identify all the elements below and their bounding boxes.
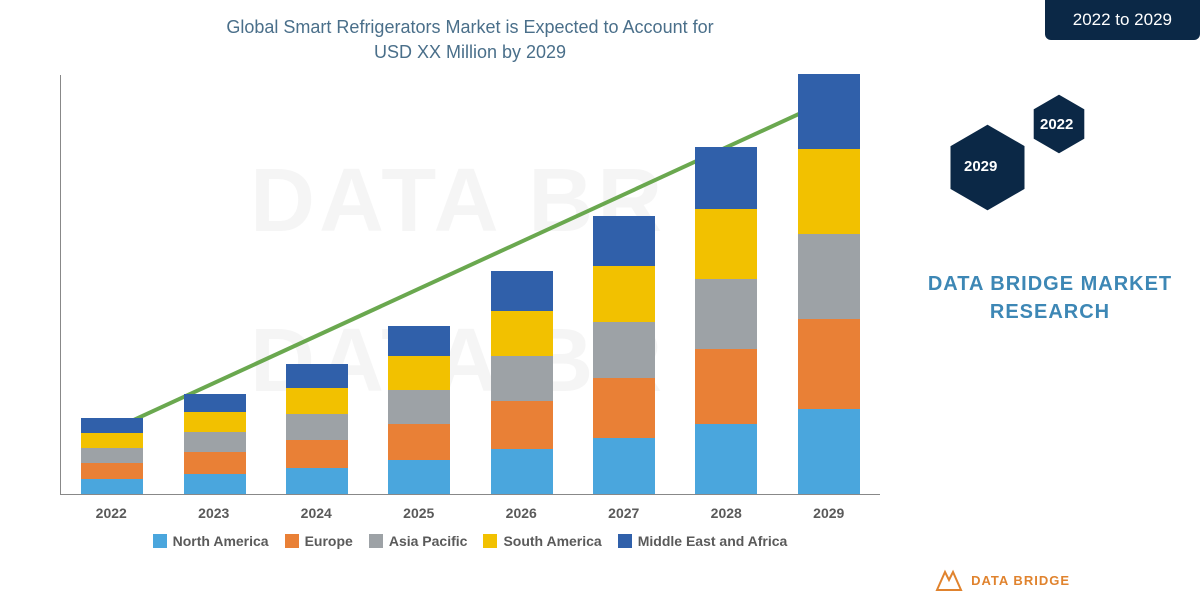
bar-segment: [286, 364, 348, 388]
side-brand: DATA BRIDGE MARKET RESEARCH: [910, 270, 1190, 326]
x-axis-label: 2024: [285, 505, 347, 521]
legend-swatch: [618, 534, 632, 548]
bar-group: [798, 74, 860, 494]
brand-line2: RESEARCH: [990, 301, 1110, 323]
legend-swatch: [285, 534, 299, 548]
bar-segment: [388, 424, 450, 460]
bar-segment: [593, 216, 655, 266]
bar-segment: [388, 356, 450, 390]
x-axis-label: 2025: [388, 505, 450, 521]
bar-segment: [695, 349, 757, 424]
legend-item: Middle East and Africa: [618, 533, 788, 549]
bar-segment: [695, 424, 757, 494]
date-range-pill: 2022 to 2029: [1045, 0, 1200, 40]
bar-segment: [798, 409, 860, 494]
legend-label: South America: [503, 533, 601, 549]
bar-segment: [81, 463, 143, 479]
bar-segment: [491, 311, 553, 356]
bar-segment: [184, 474, 246, 494]
legend-label: Europe: [305, 533, 353, 549]
x-axis-label: 2026: [490, 505, 552, 521]
bars-container: [61, 75, 880, 494]
bar-segment: [695, 209, 757, 279]
chart-title-line1: Global Smart Refrigerators Market is Exp…: [226, 17, 713, 37]
hexagon-2029-label: 2029: [964, 158, 997, 175]
footer-logo: DATA BRIDGE: [935, 566, 1070, 594]
bar-segment: [388, 326, 450, 356]
legend-item: Europe: [285, 533, 353, 549]
x-axis-label: 2022: [80, 505, 142, 521]
bar-segment: [81, 418, 143, 433]
bar-group: [695, 147, 757, 494]
bar-segment: [184, 412, 246, 432]
bar-segment: [286, 388, 348, 414]
legend-swatch: [483, 534, 497, 548]
footer-logo-text: DATA BRIDGE: [971, 573, 1070, 588]
bar-segment: [184, 452, 246, 474]
bar-group: [491, 271, 553, 494]
bar-segment: [81, 433, 143, 448]
legend-item: Asia Pacific: [369, 533, 468, 549]
bar-segment: [81, 479, 143, 494]
x-axis-label: 2028: [695, 505, 757, 521]
side-panel: 2022 to 2029 2029 2022 DATA BRIDGE MARKE…: [900, 0, 1200, 600]
bar-group: [593, 216, 655, 494]
legend-label: Middle East and Africa: [638, 533, 788, 549]
bar-group: [388, 326, 450, 494]
hexagon-2022-label: 2022: [1040, 116, 1073, 133]
bar-segment: [593, 322, 655, 378]
bar-segment: [491, 449, 553, 494]
main-container: DATA BR DATA BR Global Smart Refrigerato…: [0, 0, 1200, 600]
bar-segment: [798, 74, 860, 149]
bar-segment: [798, 149, 860, 234]
footer-logo-icon: [935, 566, 963, 594]
bar-segment: [798, 234, 860, 319]
bar-group: [81, 418, 143, 494]
bar-segment: [695, 147, 757, 209]
bar-segment: [491, 271, 553, 311]
legend: North America Europe Asia Pacific South Ame…: [60, 533, 880, 549]
bar-segment: [286, 440, 348, 468]
legend-swatch: [153, 534, 167, 548]
legend-item: South America: [483, 533, 601, 549]
legend-swatch: [369, 534, 383, 548]
bar-group: [184, 394, 246, 494]
x-axis-label: 2027: [593, 505, 655, 521]
bar-segment: [286, 468, 348, 494]
x-axis-label: 2029: [798, 505, 860, 521]
chart-title-line2: USD XX Million by 2029: [374, 42, 566, 62]
bar-segment: [184, 432, 246, 452]
bar-segment: [81, 448, 143, 463]
bar-segment: [593, 378, 655, 438]
chart-area: [60, 75, 880, 495]
bar-segment: [184, 394, 246, 412]
bar-segment: [286, 414, 348, 440]
bar-segment: [593, 438, 655, 494]
bar-segment: [388, 390, 450, 424]
bar-segment: [491, 401, 553, 449]
bar-segment: [388, 460, 450, 494]
brand-line1: DATA BRIDGE MARKET: [928, 273, 1172, 295]
legend-label: Asia Pacific: [389, 533, 468, 549]
x-axis-labels: 2022 2023 2024 2025 2026 2027 2028 2029: [60, 505, 880, 521]
legend-item: North America: [153, 533, 269, 549]
legend-label: North America: [173, 533, 269, 549]
bar-segment: [695, 279, 757, 349]
bar-segment: [798, 319, 860, 409]
bar-group: [286, 364, 348, 494]
bar-segment: [593, 266, 655, 322]
bar-segment: [491, 356, 553, 401]
chart-panel: DATA BR DATA BR Global Smart Refrigerato…: [0, 0, 900, 600]
x-axis-label: 2023: [183, 505, 245, 521]
chart-title: Global Smart Refrigerators Market is Exp…: [60, 15, 880, 65]
